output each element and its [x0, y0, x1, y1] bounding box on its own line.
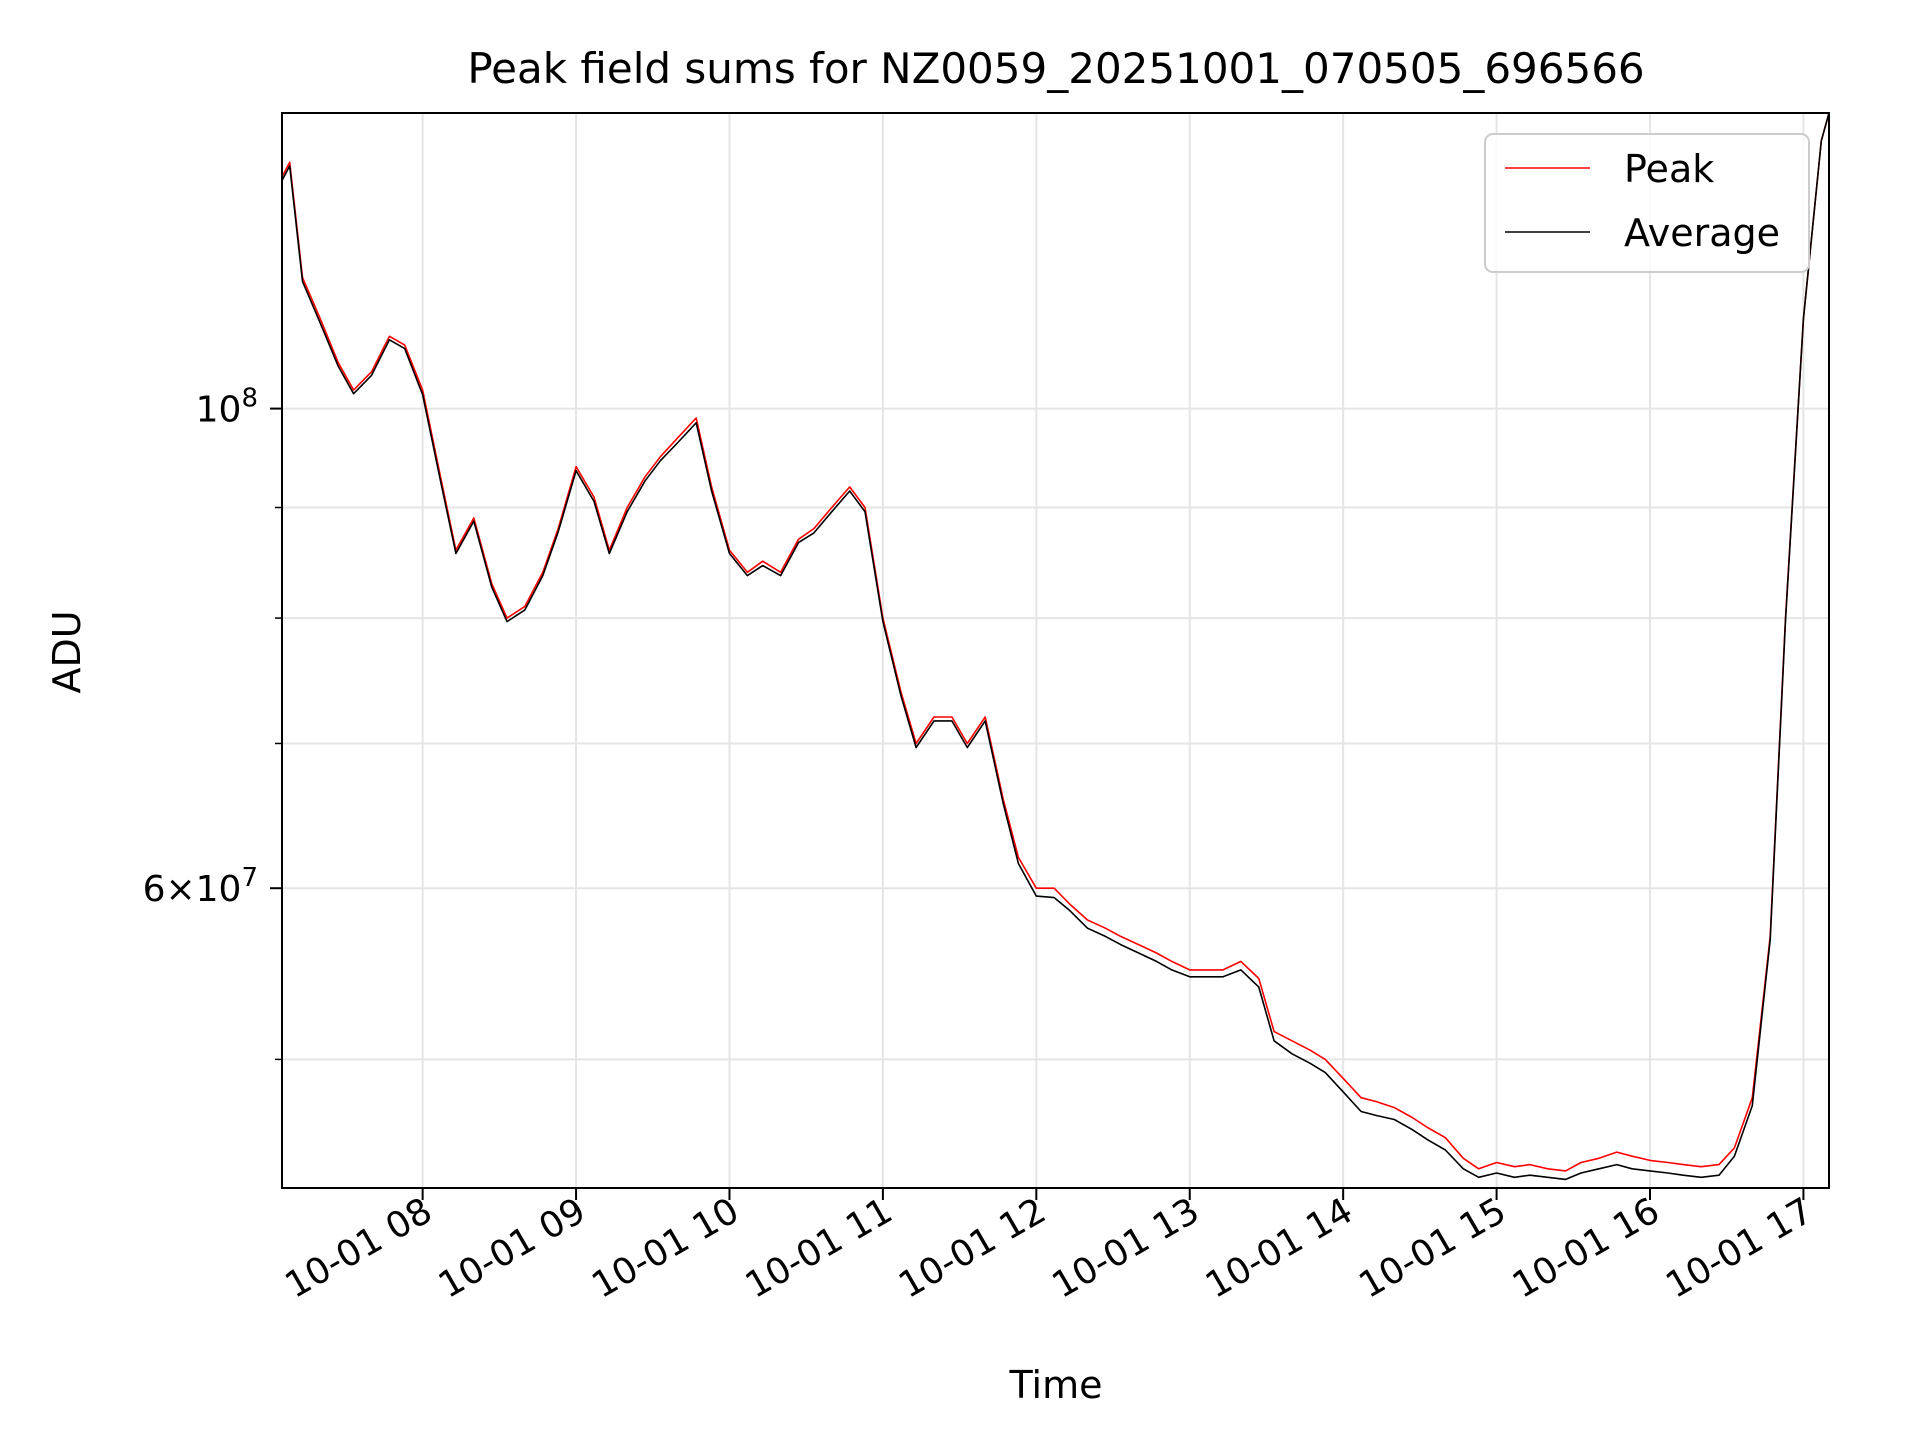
y-axis-label: ADU — [45, 610, 89, 693]
x-axis-label: Time — [1009, 1363, 1103, 1407]
minor-ticks — [275, 506, 282, 1061]
chart-title: Peak field sums for NZ0059_20251001_0705… — [467, 44, 1644, 93]
plot-frame — [281, 112, 1830, 1189]
grid — [282, 113, 1829, 1188]
series-line-average — [282, 113, 1829, 1181]
legend: Peak Average — [1484, 133, 1810, 273]
legend-label-peak: Peak — [1624, 147, 1714, 191]
series-line-peak — [282, 113, 1829, 1172]
legend-label-average: Average — [1624, 211, 1780, 255]
y-tick-label: 6×107 — [143, 863, 258, 910]
series-lines — [282, 113, 1829, 1181]
